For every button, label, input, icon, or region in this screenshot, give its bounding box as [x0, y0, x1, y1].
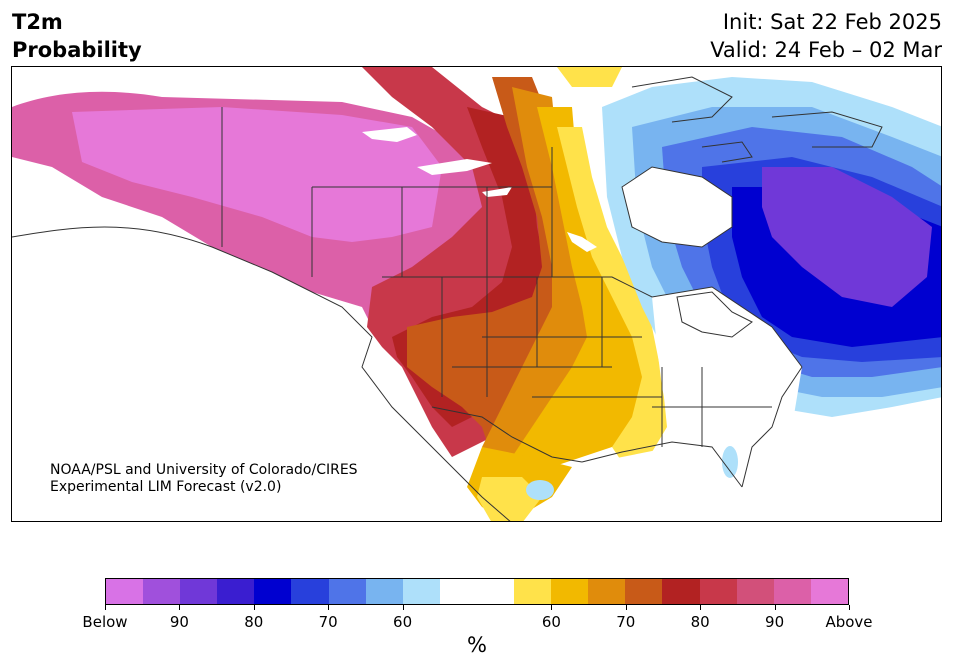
color-swatch [180, 579, 218, 604]
color-swatch [106, 579, 144, 604]
great-lakes [676, 291, 753, 338]
tick-mark [253, 605, 255, 610]
color-swatch [439, 579, 477, 604]
lake-winnipeg [567, 232, 597, 252]
color-swatch [588, 579, 626, 604]
init-date: Init: Sat 22 Feb 2025 [722, 10, 942, 34]
color-swatch [514, 579, 552, 604]
tick-label: 60 [541, 613, 561, 631]
forecast-dates: Init: Sat 22 Feb 2025 Valid: 24 Feb – 02… [710, 8, 942, 64]
attribution-line2: Experimental LIM Forecast (v2.0) [50, 479, 282, 495]
color-swatch [402, 579, 440, 604]
color-scale-bar [105, 578, 849, 605]
tick-label: Below [82, 613, 128, 631]
province-lines [221, 107, 553, 277]
tick-label: 60 [393, 613, 413, 631]
tick-mark [700, 605, 702, 610]
color-swatch [699, 579, 737, 604]
attribution-line1: NOAA/PSL and University of Colorado/CIRE… [50, 462, 358, 478]
region-yellow [557, 127, 667, 462]
tick-label: 90 [169, 613, 189, 631]
tick-mark [849, 605, 850, 610]
color-swatch [328, 579, 366, 604]
us-canada-border [382, 276, 803, 368]
great-bear-lake [362, 127, 417, 142]
color-swatch [810, 579, 848, 604]
state-lines-1 [441, 277, 662, 398]
region-yellow-north [557, 67, 622, 87]
tick-label: 80 [244, 613, 264, 631]
forecast-map: NOAA/PSL and University of Colorado/CIRE… [11, 66, 942, 522]
color-swatch [662, 579, 700, 604]
color-swatch [254, 579, 292, 604]
region-mexico-yellow [477, 477, 542, 521]
color-swatch [736, 579, 774, 604]
hudson-bay [622, 167, 732, 247]
hudson-bay-outline [621, 166, 733, 248]
color-swatch [551, 579, 589, 604]
color-swatch [476, 579, 515, 604]
tick-mark [774, 605, 776, 610]
valid-period: Valid: 24 Feb – 02 Mar [710, 38, 942, 62]
region-above-peak [72, 107, 442, 242]
region-below-90 [762, 167, 932, 307]
probability-map-graphic [12, 67, 941, 521]
tick-label: 70 [318, 613, 338, 631]
region-gold [512, 107, 652, 477]
great-slave-lake [417, 159, 492, 175]
title-type: Probability [12, 38, 142, 62]
arctic-islands [631, 76, 883, 163]
tick-mark [179, 605, 181, 610]
gulf-of-mexico [532, 447, 742, 521]
region-florida-lightblue [722, 446, 738, 478]
tick-label: Above [825, 613, 873, 631]
state-lines-2 [652, 367, 772, 447]
color-swatch [773, 579, 811, 604]
color-swatch [143, 579, 181, 604]
tick-mark [105, 605, 106, 610]
gulf-coast [581, 441, 743, 488]
coastline-west [12, 226, 511, 521]
unit-label: % [467, 633, 487, 657]
tick-label: 80 [690, 613, 710, 631]
pacific-ocean [12, 217, 510, 521]
color-swatch [217, 579, 255, 604]
tick-mark [402, 605, 404, 610]
color-swatch [625, 579, 663, 604]
attribution: NOAA/PSL and University of Colorado/CIRE… [50, 462, 358, 496]
tick-mark [328, 605, 330, 610]
color-swatch [365, 579, 403, 604]
map-title: T2m Probability [12, 8, 142, 64]
tick-mark [551, 605, 553, 610]
us-mexico-border [431, 406, 583, 463]
tick-label: 90 [765, 613, 785, 631]
east-coast [741, 366, 803, 488]
lake-athabasca [482, 187, 512, 197]
color-swatch [291, 579, 329, 604]
region-mexico-lightblue [526, 480, 554, 500]
tick-mark [625, 605, 627, 610]
tick-label: 70 [616, 613, 636, 631]
title-variable: T2m [12, 10, 63, 34]
